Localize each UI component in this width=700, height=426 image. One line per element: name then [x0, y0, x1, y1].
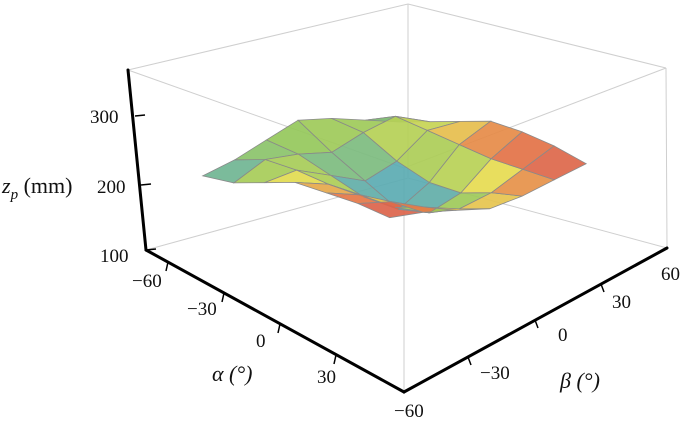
box-edge-back-top-right: [407, 3, 667, 69]
beta-tick-mark: [467, 356, 472, 366]
beta-axis-label: β (°): [559, 368, 600, 393]
alpha-tick-mark: [277, 323, 281, 334]
z-axis-label: zp (mm): [1, 173, 72, 203]
alpha-tick-label: −30: [187, 299, 217, 320]
z-axis-line: [126, 68, 148, 252]
alpha-tick-mark: [165, 261, 169, 272]
alpha-tick-label: −60: [132, 271, 162, 292]
box-edge-back-top-left: [127, 3, 409, 71]
surface-mesh: [201, 115, 588, 219]
alpha-axis-line: [144, 248, 406, 394]
z-tick-mark: [140, 183, 152, 186]
box-edge-right-vertical: [665, 67, 668, 249]
alpha-tick-mark: [221, 292, 225, 303]
z-tick-mark: [145, 248, 157, 251]
z-axis-label-visual: zp (mm): [1, 173, 72, 203]
beta-tick-marks: [467, 283, 605, 366]
alpha-tick-label: 0: [256, 331, 266, 352]
z-tick-label: 200: [97, 177, 126, 198]
alpha-tick-marks: [165, 261, 337, 365]
beta-tick-label: −30: [480, 363, 510, 384]
beta-tick-mark: [600, 283, 605, 293]
beta-tick-label: −60: [394, 401, 424, 422]
z-tick-label: 100: [100, 246, 129, 267]
alpha-tick-label: 30: [317, 367, 336, 388]
beta-tick-label: 60: [661, 264, 680, 285]
alpha-tick-mark: [333, 354, 337, 365]
z-tick-marks: [134, 114, 157, 251]
surface-patch: [521, 145, 588, 181]
beta-tick-label: 0: [558, 325, 568, 346]
z-tick-label: 300: [90, 107, 119, 128]
beta-tick-mark: [534, 319, 539, 329]
z-tick-mark: [134, 114, 146, 117]
alpha-axis-label: α (°): [212, 361, 253, 386]
beta-tick-label: 30: [612, 292, 631, 313]
